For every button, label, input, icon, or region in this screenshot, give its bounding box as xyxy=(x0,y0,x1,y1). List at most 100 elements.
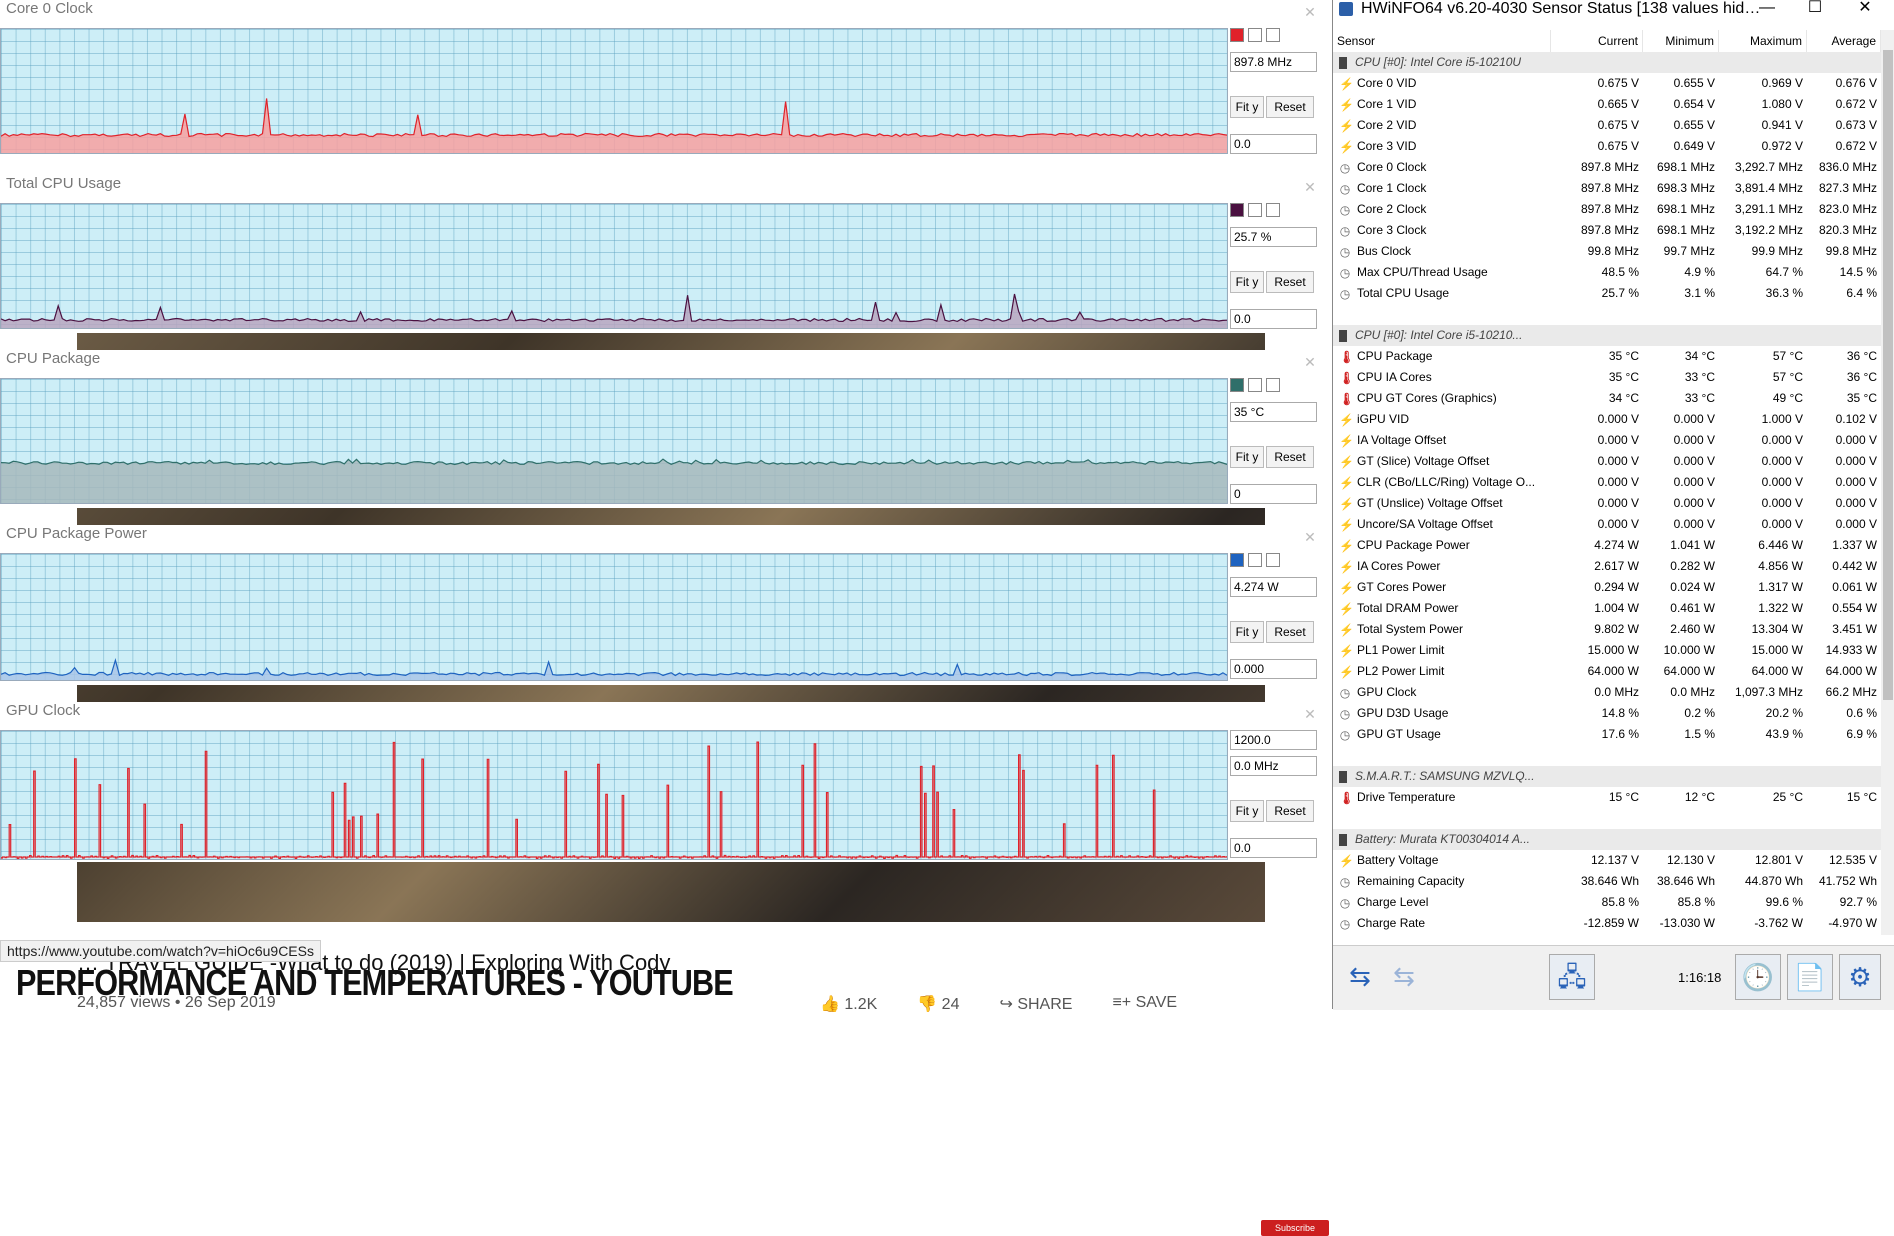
arrow-left-right-disabled-icon[interactable]: ⇆ xyxy=(1393,961,1415,991)
sensor-row[interactable]: ◷ Remaining Capacity 38.646 Wh 38.646 Wh 44.… xyxy=(1333,871,1881,892)
sensor-row[interactable]: ◷ Core 0 Clock 897.8 MHz 698.1 MHz 3,292.7 M… xyxy=(1333,157,1881,178)
clock-icon[interactable]: 🕒 xyxy=(1735,954,1781,1000)
fit-y-button[interactable]: Fit y xyxy=(1230,621,1264,643)
swatch-empty[interactable] xyxy=(1266,203,1280,217)
network-icon[interactable]: 🖧 xyxy=(1549,954,1595,1000)
column-minimum[interactable]: Minimum xyxy=(1643,30,1719,52)
dislike-button[interactable]: 👎 24 xyxy=(917,996,960,1013)
subscribe-button[interactable]: Subscribe xyxy=(1261,1220,1329,1236)
column-sensor[interactable]: Sensor xyxy=(1333,30,1551,52)
sensor-row[interactable]: ◷ GPU Clock 0.0 MHz 0.0 MHz 1,097.3 MHz 66.2 … xyxy=(1333,682,1881,703)
maximize-icon[interactable]: ☐ xyxy=(1807,0,1823,16)
fit-y-button[interactable]: Fit y xyxy=(1230,800,1264,822)
min-value-box[interactable]: 0.0 xyxy=(1230,838,1317,858)
like-button[interactable]: 👍 1.2K xyxy=(820,996,878,1013)
sensor-row[interactable]: ⚡ CLR (CBo/LLC/Ring) Voltage O... 0.000 V 0… xyxy=(1333,472,1881,493)
sensor-row[interactable]: ◷ Charge Rate -12.859 W -13.030 W -3.762 W -4… xyxy=(1333,913,1881,934)
close-icon[interactable]: ✕ xyxy=(1304,4,1316,20)
reset-button[interactable]: Reset xyxy=(1266,446,1314,468)
swatch-empty[interactable] xyxy=(1248,28,1262,42)
minimize-icon[interactable]: — xyxy=(1759,0,1775,16)
sensor-row[interactable]: ⚡ GT (Unslice) Voltage Offset 0.000 V 0.000… xyxy=(1333,493,1881,514)
sensor-row[interactable]: ◷ Core 2 Clock 897.8 MHz 698.1 MHz 3,291.1 M… xyxy=(1333,199,1881,220)
sensor-group-row[interactable]: CPU [#0]: Intel Core i5-10210U xyxy=(1333,52,1881,73)
sensor-row[interactable]: ⚡ IA Voltage Offset 0.000 V 0.000 V 0.000 V 0… xyxy=(1333,430,1881,451)
sensor-row[interactable]: 🌡 CPU GT Cores (Graphics) 34 °C 33 °C 49 °C 3… xyxy=(1333,388,1881,409)
sensor-row[interactable]: ◷ Bus Clock 99.8 MHz 99.7 MHz 99.9 MHz 99.8 M… xyxy=(1333,241,1881,262)
scrollbar-thumb[interactable] xyxy=(1883,50,1893,700)
sensor-row[interactable]: ◷ Max CPU/Thread Usage 48.5 % 4.9 % 64.7 % 14… xyxy=(1333,262,1881,283)
reset-button[interactable]: Reset xyxy=(1266,96,1314,118)
settings-gear-icon[interactable]: ⚙ xyxy=(1839,954,1881,1000)
fit-y-button[interactable]: Fit y xyxy=(1230,96,1264,118)
sensor-row[interactable]: ◷ Charge Level 85.8 % 85.8 % 99.6 % 92.7 % xyxy=(1333,892,1881,913)
sensor-row[interactable]: ◷ Total CPU Usage 25.7 % 3.1 % 36.3 % 6.4 % xyxy=(1333,283,1881,304)
column-current[interactable]: Current xyxy=(1551,30,1643,52)
sensor-row[interactable]: ⚡ CPU Package Power 4.274 W 1.041 W 6.446 W 1… xyxy=(1333,535,1881,556)
share-button[interactable]: ↪ SHARE xyxy=(999,996,1073,1013)
sensor-group-row[interactable]: CPU [#0]: Intel Core i5-10210... xyxy=(1333,325,1881,346)
title-bar[interactable]: HWiNFO64 v6.20-4030 Sensor Status [138 v… xyxy=(1333,0,1894,18)
swatch-empty[interactable] xyxy=(1266,378,1280,392)
color-swatch[interactable] xyxy=(1230,203,1244,217)
sensor-row[interactable]: ⚡ GT Cores Power 0.294 W 0.024 W 1.317 W 0.06… xyxy=(1333,577,1881,598)
fit-y-button[interactable]: Fit y xyxy=(1230,446,1264,468)
swatch-empty[interactable] xyxy=(1248,203,1262,217)
min-value-box[interactable]: 0.0 xyxy=(1230,134,1317,154)
swatch-empty[interactable] xyxy=(1266,553,1280,567)
sensor-row[interactable]: ⚡ Core 2 VID 0.675 V 0.655 V 0.941 V 0.673 V xyxy=(1333,115,1881,136)
sensor-row[interactable]: ⚡ Battery Voltage 12.137 V 12.130 V 12.801 V… xyxy=(1333,850,1881,871)
sensor-row[interactable]: ⚡ Total DRAM Power 1.004 W 0.461 W 1.322 W 0.… xyxy=(1333,598,1881,619)
sensor-row[interactable]: ⚡ PL2 Power Limit 64.000 W 64.000 W 64.000 W… xyxy=(1333,661,1881,682)
reset-button[interactable]: Reset xyxy=(1266,621,1314,643)
sensor-row[interactable]: 🌡 CPU IA Cores 35 °C 33 °C 57 °C 36 °C xyxy=(1333,367,1881,388)
arrow-left-right-icon[interactable]: ⇆ xyxy=(1349,961,1371,991)
min-value-box[interactable]: 0 xyxy=(1230,484,1317,504)
average-value: 0.6 % xyxy=(1846,706,1877,720)
fit-y-button[interactable]: Fit y xyxy=(1230,271,1264,293)
graph-area xyxy=(1,98,1227,153)
minimum-value: 4.9 % xyxy=(1684,265,1715,279)
close-icon[interactable]: ✕ xyxy=(1304,706,1316,722)
report-add-icon[interactable]: 📄 xyxy=(1787,954,1833,1000)
sensor-row[interactable]: ⚡ Total System Power 9.802 W 2.460 W 13.304 … xyxy=(1333,619,1881,640)
sensor-row[interactable]: ⚡ GT (Slice) Voltage Offset 0.000 V 0.000 V… xyxy=(1333,451,1881,472)
sensor-row[interactable]: 🌡 CPU Package 35 °C 34 °C 57 °C 36 °C xyxy=(1333,346,1881,367)
sensor-row[interactable]: ◷ Core 3 Clock 897.8 MHz 698.1 MHz 3,192.2 M… xyxy=(1333,220,1881,241)
close-icon[interactable]: ✕ xyxy=(1304,529,1316,545)
sensor-label-cell: ⚡ Uncore/SA Voltage Offset xyxy=(1333,514,1551,535)
sensor-row[interactable]: ◷ GPU D3D Usage 14.8 % 0.2 % 20.2 % 0.6 % xyxy=(1333,703,1881,724)
swatch-empty[interactable] xyxy=(1266,28,1280,42)
reset-button[interactable]: Reset xyxy=(1266,800,1314,822)
color-swatch[interactable] xyxy=(1230,553,1244,567)
color-swatch[interactable] xyxy=(1230,28,1244,42)
maximum-value: 1.317 W xyxy=(1758,580,1803,594)
sensor-row[interactable]: ⚡ Uncore/SA Voltage Offset 0.000 V 0.000 V 0… xyxy=(1333,514,1881,535)
max-value-box[interactable]: 1200.0 xyxy=(1230,730,1317,750)
sensor-row[interactable]: ⚡ Core 0 VID 0.675 V 0.655 V 0.969 V 0.676 V xyxy=(1333,73,1881,94)
sensor-group-row[interactable]: Battery: Murata KT00304014 A... xyxy=(1333,829,1881,850)
sensor-row[interactable]: ⚡ PL1 Power Limit 15.000 W 10.000 W 15.000 W… xyxy=(1333,640,1881,661)
vertical-scrollbar[interactable] xyxy=(1881,30,1894,935)
sensor-row[interactable]: 🌡 Drive Temperature 15 °C 12 °C 25 °C 15 °C xyxy=(1333,787,1881,808)
sensor-group-row[interactable]: S.M.A.R.T.: SAMSUNG MZVLQ... xyxy=(1333,766,1881,787)
sensor-row[interactable]: ⚡ Core 3 VID 0.675 V 0.649 V 0.972 V 0.672 V xyxy=(1333,136,1881,157)
maximum-value: 0.000 V xyxy=(1761,475,1803,489)
swatch-empty[interactable] xyxy=(1248,378,1262,392)
reset-button[interactable]: Reset xyxy=(1266,271,1314,293)
sensor-row[interactable]: ⚡ iGPU VID 0.000 V 0.000 V 1.000 V 0.102 V xyxy=(1333,409,1881,430)
save-button[interactable]: ≡+ SAVE xyxy=(1112,994,1178,1011)
column-average[interactable]: Average xyxy=(1807,30,1881,52)
sensor-row[interactable]: ◷ Core 1 Clock 897.8 MHz 698.3 MHz 3,891.4 M… xyxy=(1333,178,1881,199)
min-value-box[interactable]: 0.0 xyxy=(1230,309,1317,329)
close-icon[interactable]: ✕ xyxy=(1304,179,1316,195)
column-maximum[interactable]: Maximum xyxy=(1719,30,1807,52)
close-icon[interactable]: ✕ xyxy=(1858,0,1872,16)
swatch-empty[interactable] xyxy=(1248,553,1262,567)
min-value-box[interactable]: 0.000 xyxy=(1230,659,1317,679)
sensor-row[interactable]: ⚡ Core 1 VID 0.665 V 0.654 V 1.080 V 0.672 V xyxy=(1333,94,1881,115)
sensor-row[interactable]: ⚡ IA Cores Power 2.617 W 0.282 W 4.856 W 0.44… xyxy=(1333,556,1881,577)
sensor-row[interactable]: ◷ GPU GT Usage 17.6 % 1.5 % 43.9 % 6.9 % xyxy=(1333,724,1881,745)
color-swatch[interactable] xyxy=(1230,378,1244,392)
close-icon[interactable]: ✕ xyxy=(1304,354,1316,370)
